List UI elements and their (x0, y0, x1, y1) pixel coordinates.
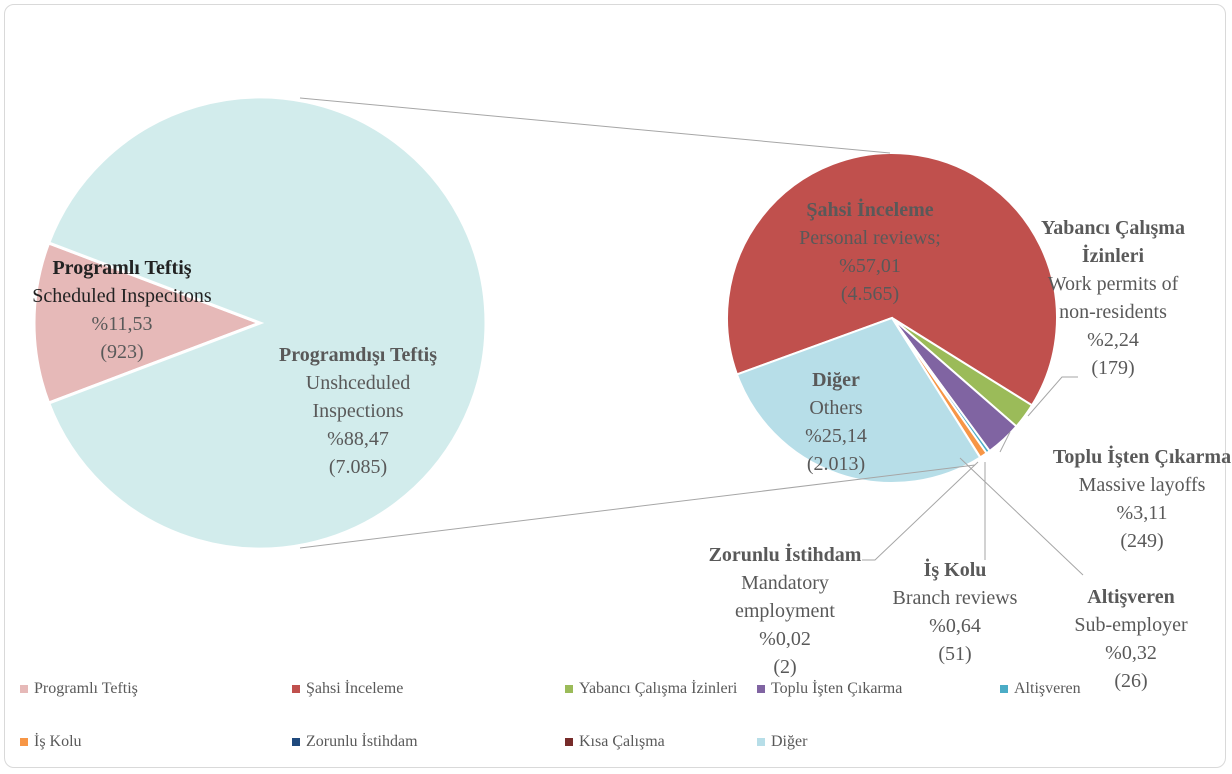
legend-item: Şahsi İnceleme (292, 680, 403, 698)
label-count: (26) (1114, 670, 1148, 692)
label-percent: %0,64 (929, 615, 981, 637)
label-english: Sub-employer (1074, 614, 1188, 636)
legend-swatch (565, 738, 573, 746)
label-english: Scheduled Inspecitons (32, 285, 212, 307)
label-percent: %2,24 (1087, 329, 1139, 351)
legend-item: Diğer (757, 733, 807, 751)
legend-item: Toplu İşten Çıkarma (757, 680, 902, 698)
legend-item: Yabancı Çalışma İzinleri (565, 680, 737, 698)
connector-line (299, 464, 976, 549)
legend-item: Programlı Teftiş (20, 680, 138, 698)
legend-item: Kısa Çalışma (565, 733, 665, 751)
legend-label: Diğer (771, 733, 808, 750)
label-english: Massive layoffs (1078, 474, 1206, 496)
label-count: (7.085) (328, 456, 388, 478)
label-count: (923) (100, 341, 144, 363)
label-percent: %57,01 (839, 255, 901, 277)
label-percent: %0,32 (1105, 642, 1157, 664)
label-name: Programdışı Teftiş (279, 344, 437, 366)
leader-line (1027, 376, 1078, 417)
legend-label: Altişveren (1014, 680, 1081, 697)
label-percent: %25,14 (805, 425, 867, 447)
leader-line (959, 457, 1084, 576)
legend-swatch (757, 738, 765, 746)
data-label: Altişveren Sub-employer %0,32 (26) (1051, 583, 1211, 695)
label-english: Mandatory employment (735, 572, 835, 622)
pie-slice (726, 152, 1058, 407)
label-count: (249) (1120, 530, 1164, 552)
data-label: Zorunlu İstihdam Mandatory employment %0,0… (695, 541, 875, 681)
legend-label: Kısa Çalışma (579, 733, 665, 750)
label-english: Work permits of non-residents (1047, 273, 1179, 323)
data-label: Diğer Others %25,14 (2.013) (756, 366, 916, 478)
legend-swatch (20, 738, 28, 746)
legend-label: Zorunlu İstihdam (306, 733, 418, 750)
label-english: Personal reviews; (799, 227, 941, 249)
label-name: Toplu İşten Çıkarma (1052, 446, 1232, 468)
label-english: Branch reviews (892, 587, 1018, 609)
label-english: Others (809, 397, 863, 419)
label-name: Yabancı Çalışma İzinleri (1041, 217, 1185, 267)
label-english: Unshceduled Inspections (305, 372, 411, 422)
label-name: Şahsi İnceleme (806, 199, 934, 221)
label-name: Diğer (812, 369, 860, 391)
pie-slice (46, 95, 488, 551)
label-count: (51) (938, 643, 972, 665)
label-count: (2) (773, 656, 797, 678)
legend-label: Programlı Teftiş (34, 680, 138, 697)
pie-slice (735, 316, 982, 484)
legend-swatch (1000, 685, 1008, 693)
label-name: İş Kolu (923, 559, 987, 581)
label-count: (4.565) (840, 283, 900, 305)
legend-item: Zorunlu İstihdam (292, 733, 418, 751)
leader-line (999, 431, 1011, 453)
data-label: Programdışı Teftiş Unshceduled Inspection… (258, 341, 458, 481)
connector-line (299, 97, 891, 154)
data-label: İş Kolu Branch reviews %0,64 (51) (865, 556, 1045, 668)
label-percent: %0,02 (759, 628, 811, 650)
data-label: Yabancı Çalışma İzinleri Work permits of … (1028, 214, 1198, 382)
leader-line (862, 461, 979, 561)
data-label: Toplu İşten Çıkarma Massive layoffs %3,11 (… (1022, 443, 1232, 555)
legend-item: Altişveren (1000, 680, 1081, 698)
legend-label: Şahsi İnceleme (306, 680, 404, 697)
legend-label: Yabancı Çalışma İzinleri (579, 680, 738, 697)
data-label: Şahsi İnceleme Personal reviews; %57,01 (4.… (770, 196, 970, 308)
label-name: Programlı Teftiş (52, 257, 192, 279)
legend-swatch (292, 685, 300, 693)
label-percent: %11,53 (91, 313, 153, 335)
legend-label: Toplu İşten Çıkarma (771, 680, 903, 697)
label-count: (179) (1091, 357, 1135, 379)
data-label: Programlı Teftiş Scheduled Inspecitons %11… (2, 254, 242, 366)
legend-swatch (20, 685, 28, 693)
legend-swatch (565, 685, 573, 693)
chart-frame (4, 4, 1226, 768)
label-name: Altişveren (1087, 586, 1175, 608)
label-percent: %3,11 (1116, 502, 1168, 524)
label-count: (2.013) (806, 453, 866, 475)
legend-swatch (292, 738, 300, 746)
legend-item: İş Kolu (20, 733, 82, 751)
label-name: Zorunlu İstihdam (708, 544, 862, 566)
pie-slice (32, 240, 265, 406)
legend-label: İş Kolu (34, 733, 82, 750)
legend-swatch (757, 685, 765, 693)
label-percent: %88,47 (327, 428, 389, 450)
